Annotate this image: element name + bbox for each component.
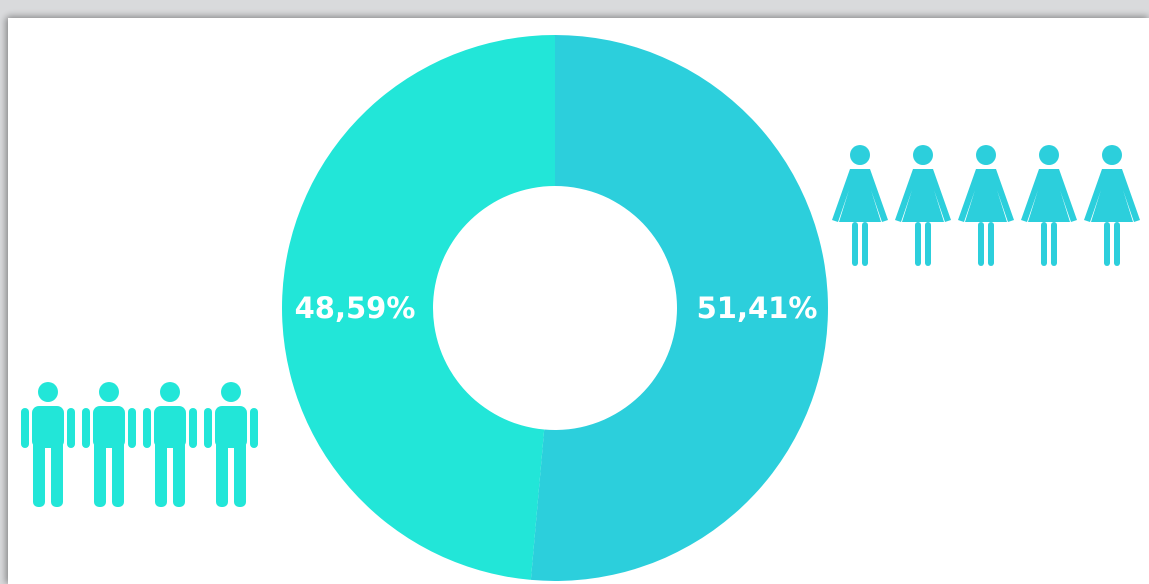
woman-icon: [832, 145, 888, 266]
slice-label-men: 48,59%: [295, 291, 416, 325]
man-icon: [21, 382, 75, 507]
women-icon-group: [832, 145, 1140, 266]
donut-slices: [281, 35, 828, 581]
woman-icon: [958, 145, 1014, 266]
slice-women: [530, 35, 828, 581]
man-icon: [82, 382, 136, 507]
slice-men: [281, 35, 555, 580]
woman-icon: [1084, 145, 1140, 266]
men-icon-group: [21, 382, 258, 507]
woman-icon: [1021, 145, 1077, 266]
woman-icon: [895, 145, 951, 266]
slice-label-women: 51,41%: [697, 291, 818, 325]
man-icon: [143, 382, 197, 507]
donut-labels: 51,41% 48,59%: [295, 291, 818, 325]
man-icon: [204, 382, 258, 507]
